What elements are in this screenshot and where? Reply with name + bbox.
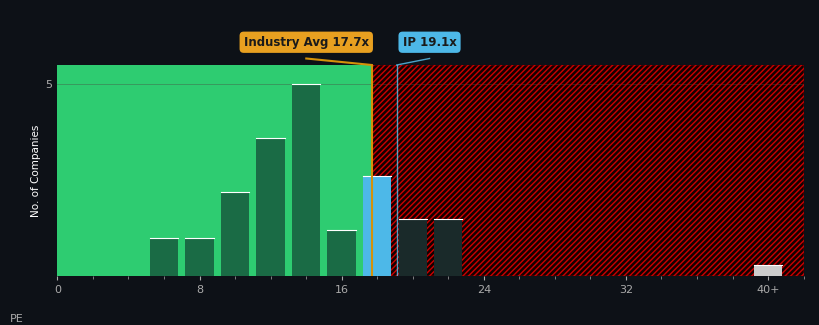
Bar (372, 65, 803, 276)
Bar (433, 219, 462, 276)
Bar (363, 176, 391, 276)
Bar (398, 219, 427, 276)
Bar (185, 238, 214, 276)
Bar (256, 138, 284, 276)
Text: Industry Avg 17.7x: Industry Avg 17.7x (243, 36, 369, 49)
Text: PE: PE (10, 314, 24, 324)
Y-axis label: No. of Companies: No. of Companies (31, 124, 41, 217)
Bar (292, 84, 320, 276)
Text: IP 19.1x: IP 19.1x (402, 36, 456, 49)
Bar (220, 192, 249, 276)
Bar (372, 65, 803, 276)
Bar (327, 230, 355, 276)
Bar (150, 238, 178, 276)
Bar (753, 265, 781, 276)
Bar (57, 65, 372, 276)
